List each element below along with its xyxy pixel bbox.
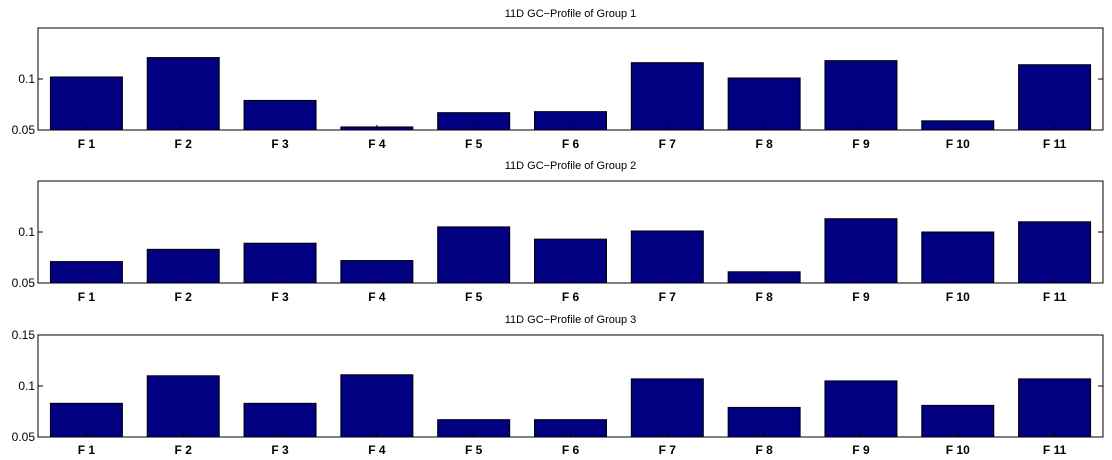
- x-tick-label: F 8: [755, 137, 773, 151]
- bar-f9: [824, 60, 898, 131]
- x-tick-label: F 7: [659, 443, 677, 457]
- x-tick-label: F 9: [852, 290, 870, 304]
- x-tick-label: F 1: [78, 443, 96, 457]
- bar-f11: [1018, 64, 1092, 131]
- x-tick-label: F 10: [946, 137, 970, 151]
- x-tick-label: F 5: [465, 290, 483, 304]
- y-tick-label: 0.1: [18, 379, 35, 393]
- chart-panel-group-1: 11D GC−Profile of Group 1 0.05 0.1 F 1 F 2 F …: [12, 8, 1104, 151]
- bar-f1: [49, 402, 123, 438]
- bar-f3: [243, 402, 317, 438]
- x-tick-label: F 6: [562, 290, 580, 304]
- chart-title: 11D GC−Profile of Group 3: [505, 314, 637, 326]
- x-tick-label: F 7: [659, 137, 677, 151]
- x-tick-label: F 2: [175, 290, 193, 304]
- y-tick-label: 0.1: [18, 72, 35, 86]
- y-tick-label: 0.1: [18, 225, 35, 239]
- bar-f3: [243, 242, 317, 284]
- bar-f1: [49, 76, 123, 131]
- x-tick-label: F 8: [755, 290, 773, 304]
- chart-title: 11D GC−Profile of Group 2: [505, 160, 637, 172]
- bar-f11: [1018, 221, 1092, 284]
- x-tick-label: F 4: [368, 137, 386, 151]
- x-tick-label: F 5: [465, 443, 483, 457]
- x-tick-label: F 6: [562, 443, 580, 457]
- bar-f2: [146, 375, 220, 438]
- bar-f7: [630, 230, 704, 284]
- x-tick-label: F 6: [562, 137, 580, 151]
- x-tick-label: F 2: [175, 137, 193, 151]
- chart-title: 11D GC−Profile of Group 1: [505, 8, 637, 20]
- x-tick-label: F 1: [78, 137, 96, 151]
- bar-f5: [437, 226, 511, 284]
- y-tick-label: 0.05: [12, 123, 36, 137]
- x-tick-label: F 11: [1043, 290, 1067, 304]
- x-tick-label: F 3: [271, 290, 289, 304]
- x-tick-label: F 2: [175, 443, 193, 457]
- chart-panel-group-2: 11D GC−Profile of Group 2 0.05 0.1 F 1 F 2 F …: [12, 160, 1104, 304]
- x-tick-label: F 9: [852, 443, 870, 457]
- bar-f2: [146, 57, 220, 131]
- x-tick-label: F 10: [946, 290, 970, 304]
- bar-f7: [630, 378, 704, 438]
- bar-f9: [824, 380, 898, 438]
- x-tick-label: F 9: [852, 137, 870, 151]
- bar-f10: [921, 404, 995, 438]
- bar-f11: [1018, 378, 1092, 438]
- x-tick-label: F 10: [946, 443, 970, 457]
- y-tick-label: 0.15: [12, 328, 36, 342]
- x-tick-label: F 11: [1043, 443, 1067, 457]
- x-tick-label: F 1: [78, 290, 96, 304]
- x-tick-label: F 3: [271, 443, 289, 457]
- x-tick-label: F 8: [755, 443, 773, 457]
- bar-f10: [921, 231, 995, 284]
- x-tick-label: F 5: [465, 137, 483, 151]
- bar-f8: [727, 77, 801, 131]
- x-tick-label: F 11: [1043, 137, 1067, 151]
- x-tick-label: F 7: [659, 290, 677, 304]
- bar-f7: [630, 62, 704, 131]
- bar-f4: [340, 374, 414, 438]
- bar-f9: [824, 218, 898, 284]
- x-tick-label: F 4: [368, 443, 386, 457]
- x-tick-label: F 3: [271, 137, 289, 151]
- bar-f2: [146, 248, 220, 284]
- bar-f6: [534, 238, 607, 284]
- y-tick-label: 0.05: [12, 430, 36, 444]
- chart-panel-group-3: 11D GC−Profile of Group 3 0.05 0.1 0.15 F 1 F…: [12, 314, 1104, 457]
- y-tick-label: 0.05: [12, 276, 36, 290]
- x-tick-label: F 4: [368, 290, 386, 304]
